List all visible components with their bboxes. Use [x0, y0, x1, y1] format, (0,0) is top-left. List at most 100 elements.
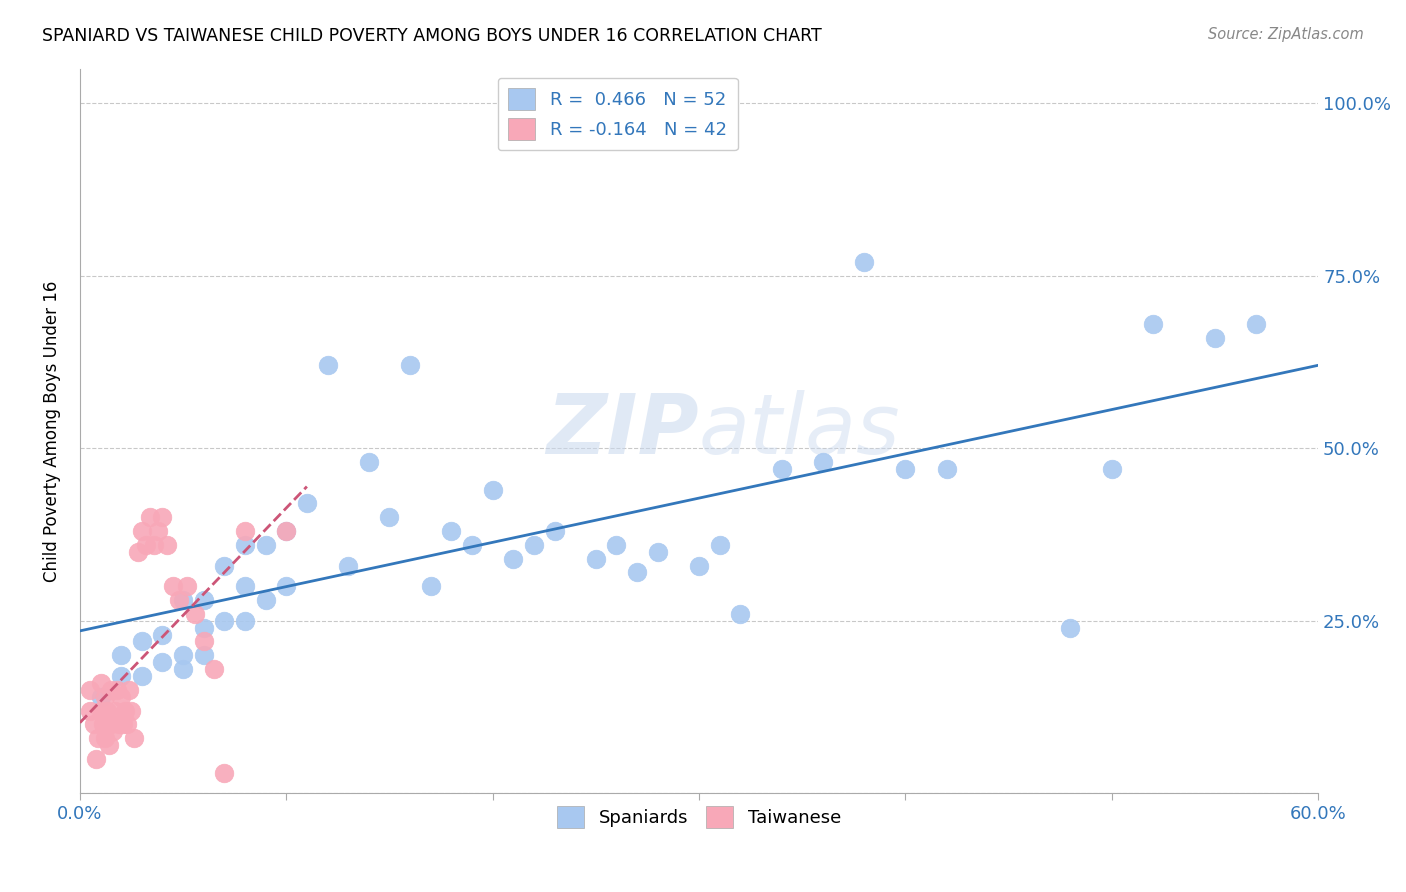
Point [162, 579, 184, 593]
Point [79, 704, 101, 718]
Point [523, 538, 546, 552]
Point [104, 704, 127, 718]
Point [100, 682, 122, 697]
Point [87, 731, 110, 745]
Point [1142, 317, 1164, 331]
Point [172, 662, 194, 676]
Point [254, 538, 277, 552]
Point [110, 690, 132, 704]
Point [97, 738, 120, 752]
Point [254, 593, 277, 607]
Point [233, 524, 256, 538]
Y-axis label: Child Poverty Among Boys Under 16: Child Poverty Among Boys Under 16 [44, 280, 60, 582]
Point [357, 455, 380, 469]
Point [730, 607, 752, 621]
Point [101, 724, 124, 739]
Point [276, 579, 298, 593]
Point [89, 690, 111, 704]
Point [105, 682, 128, 697]
Text: Source: ZipAtlas.com: Source: ZipAtlas.com [1208, 27, 1364, 42]
Point [118, 682, 141, 697]
Text: ZIP: ZIP [547, 391, 699, 472]
Point [143, 538, 166, 552]
Point [122, 731, 145, 745]
Point [152, 655, 174, 669]
Point [461, 538, 484, 552]
Point [176, 579, 198, 593]
Point [626, 566, 648, 580]
Point [688, 558, 710, 573]
Point [214, 765, 236, 780]
Point [337, 558, 360, 573]
Point [233, 538, 256, 552]
Point [770, 462, 793, 476]
Point [131, 634, 153, 648]
Point [114, 704, 136, 718]
Point [86, 752, 108, 766]
Point [193, 621, 215, 635]
Point [155, 538, 177, 552]
Point [110, 669, 132, 683]
Point [440, 524, 463, 538]
Point [1101, 462, 1123, 476]
Text: SPANIARD VS TAIWANESE CHILD POVERTY AMONG BOYS UNDER 16 CORRELATION CHART: SPANIARD VS TAIWANESE CHILD POVERTY AMON… [42, 27, 823, 45]
Point [96, 704, 118, 718]
Point [1204, 331, 1226, 345]
Point [647, 545, 669, 559]
Point [709, 538, 731, 552]
Point [121, 704, 143, 718]
Point [91, 717, 114, 731]
Point [93, 690, 115, 704]
Point [172, 648, 194, 663]
Point [193, 648, 215, 663]
Point [112, 717, 135, 731]
Point [276, 524, 298, 538]
Point [233, 579, 256, 593]
Point [135, 538, 157, 552]
Point [276, 524, 298, 538]
Point [131, 669, 153, 683]
Point [152, 627, 174, 641]
Point [419, 579, 441, 593]
Point [110, 648, 132, 663]
Point [399, 359, 422, 373]
Point [214, 614, 236, 628]
Point [295, 496, 318, 510]
Legend: Spaniards, Taiwanese: Spaniards, Taiwanese [550, 798, 848, 835]
Point [605, 538, 627, 552]
Point [894, 462, 917, 476]
Point [184, 607, 207, 621]
Point [543, 524, 565, 538]
Point [853, 255, 876, 269]
Point [585, 551, 607, 566]
Point [193, 634, 215, 648]
Point [172, 593, 194, 607]
Point [83, 717, 105, 731]
Point [1244, 317, 1267, 331]
Point [233, 614, 256, 628]
Point [193, 593, 215, 607]
Point [167, 593, 190, 607]
Point [148, 524, 170, 538]
Point [152, 510, 174, 524]
Point [811, 455, 834, 469]
Point [316, 359, 339, 373]
Point [100, 717, 122, 731]
Point [108, 717, 131, 731]
Point [1059, 621, 1081, 635]
Point [79, 682, 101, 697]
Point [139, 510, 162, 524]
Point [117, 717, 139, 731]
Point [89, 704, 111, 718]
Point [214, 558, 236, 573]
Point [202, 662, 225, 676]
Point [93, 731, 115, 745]
Point [481, 483, 503, 497]
Point [935, 462, 957, 476]
Text: atlas: atlas [699, 391, 901, 472]
Point [127, 545, 149, 559]
Point [131, 524, 153, 538]
Point [89, 676, 111, 690]
Point [502, 551, 524, 566]
Point [378, 510, 401, 524]
